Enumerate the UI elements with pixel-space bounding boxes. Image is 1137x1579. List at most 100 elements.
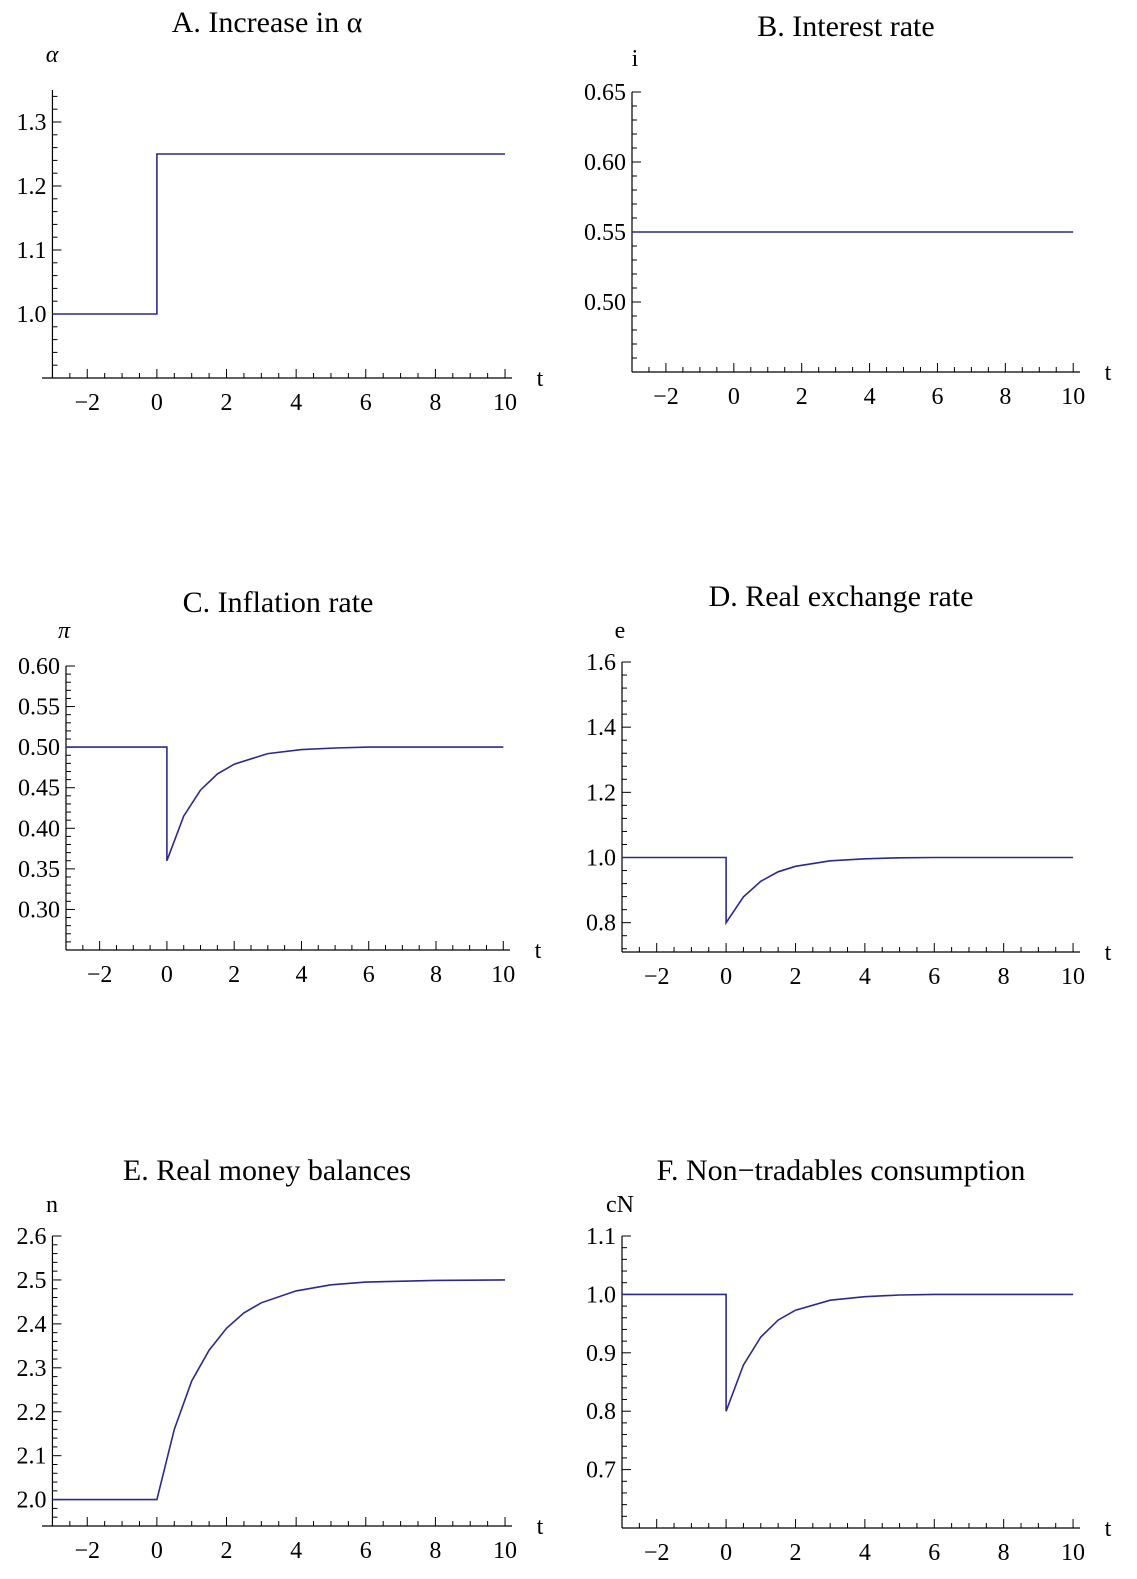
x-tick-label: 4 (859, 1540, 871, 1566)
x-axis-label: t (537, 366, 544, 392)
x-tick-label: 10 (1061, 384, 1085, 410)
x-tick-label: −2 (644, 1540, 670, 1566)
y-tick-label: 0.30 (18, 897, 60, 923)
y-tick-label: 2.4 (16, 1312, 46, 1338)
y-tick-label: 0.50 (18, 735, 60, 761)
x-tick-label: 0 (161, 962, 173, 988)
x-tick-label: 8 (998, 1540, 1010, 1566)
x-tick-label: 10 (493, 390, 517, 416)
y-tick-label: 2.5 (16, 1268, 46, 1294)
x-tick-label: 6 (931, 384, 943, 410)
y-tick-label: 0.8 (586, 1399, 616, 1425)
x-tick-label: 8 (430, 962, 442, 988)
y-tick-label: 2.2 (16, 1400, 46, 1426)
y-axis-label: n (46, 1192, 58, 1218)
y-tick-label: 0.65 (584, 80, 626, 106)
chart-svg: D. Real exchange rate −2 0 2 4 6 8 10 0.8 1.0 1.2 1… (586, 580, 1112, 990)
x-tick-label: −2 (74, 390, 100, 416)
y-tick-label: 1.1 (586, 1224, 616, 1250)
x-axis-label: t (535, 938, 542, 964)
x-tick-label: 8 (429, 1538, 441, 1564)
series-line (52, 1279, 506, 1501)
y-axis-label: e (615, 618, 626, 644)
y-tick-label: 0.8 (586, 911, 616, 937)
x-tick-label: 8 (998, 964, 1010, 990)
x-tick-label: 8 (999, 384, 1011, 410)
y-axis-label: α (46, 42, 59, 68)
x-tick-label: 8 (429, 390, 441, 416)
series-line (52, 153, 505, 315)
y-tick-label: 0.55 (18, 695, 60, 721)
x-axis-label: t (1105, 360, 1112, 386)
y-tick-label: 0.45 (18, 776, 60, 802)
x-tick-label: −2 (653, 384, 679, 410)
x-tick-label: −2 (87, 962, 113, 988)
series-line (622, 1293, 1074, 1412)
y-tick-label: 2.6 (16, 1224, 46, 1250)
x-tick-label: 4 (864, 384, 876, 410)
y-tick-label: 1.6 (586, 650, 616, 676)
x-tick-label: 6 (363, 962, 375, 988)
y-axis-label: cN (606, 1192, 634, 1218)
y-tick-label: 0.9 (586, 1341, 616, 1367)
x-tick-label: 6 (360, 390, 372, 416)
x-tick-label: 2 (789, 1540, 801, 1566)
y-tick-label: 2.3 (16, 1356, 46, 1382)
y-tick-label: 0.50 (584, 290, 626, 316)
y-tick-label: 1.1 (16, 238, 46, 264)
y-tick-label: 0.7 (586, 1458, 616, 1484)
x-axis-label: t (537, 1514, 544, 1540)
x-tick-label: 4 (859, 964, 871, 990)
x-tick-label: 10 (491, 962, 515, 988)
chart-svg: B. Interest rate −2 0 2 4 6 8 10 0.50 0.55 0.60 0.6… (584, 10, 1112, 410)
y-tick-label: 0.35 (18, 857, 60, 883)
x-tick-label: 2 (221, 390, 233, 416)
x-tick-label: −2 (74, 1538, 100, 1564)
y-tick-label: 2.1 (16, 1444, 46, 1470)
chart-svg: E. Real money balances −2 0 2 4 6 8 10 2.0 2.1 2.2… (16, 1154, 544, 1564)
x-tick-label: 2 (789, 964, 801, 990)
x-tick-label: 0 (728, 384, 740, 410)
y-tick-label: 1.0 (586, 1282, 616, 1308)
panel-e: E. Real money balances −2 0 2 4 6 8 10 2.0 2.1 2.2… (0, 1150, 560, 1570)
y-tick-label: 1.2 (586, 780, 616, 806)
x-tick-label: 10 (493, 1538, 517, 1564)
chart-svg: F. Non−tradables consumption −2 0 2 4 6 8 10 0.7… (586, 1154, 1112, 1566)
chart-title: D. Real exchange rate (709, 580, 974, 613)
x-tick-label: 10 (1061, 964, 1085, 990)
series-line (622, 856, 1074, 926)
x-tick-label: 2 (221, 1538, 233, 1564)
chart-title: E. Real money balances (123, 1154, 411, 1187)
y-tick-label: 1.3 (16, 110, 46, 136)
y-tick-label: 2.0 (16, 1488, 46, 1514)
x-tick-label: 4 (290, 1538, 302, 1564)
y-tick-label: 1.4 (586, 715, 616, 741)
y-tick-label: 0.60 (18, 654, 60, 680)
x-tick-label: 4 (290, 390, 302, 416)
chart-svg: C. Inflation rate −2 0 2 4 6 8 10 0.30 0.35 0.40 0.… (18, 586, 542, 988)
y-axis-label: π (58, 618, 71, 644)
chart-svg: A. Increase in α −2 0 2 4 6 8 10 1.0 1.1 1.2 1.3 α t (16, 6, 544, 416)
x-tick-label: 0 (151, 1538, 163, 1564)
panel-f: F. Non−tradables consumption −2 0 2 4 6 8 10 0.7… (570, 1150, 1130, 1570)
panel-d: D. Real exchange rate −2 0 2 4 6 8 10 0.8 1.0 1.2 1… (570, 570, 1130, 990)
chart-title: F. Non−tradables consumption (657, 1154, 1026, 1187)
panel-c: C. Inflation rate −2 0 2 4 6 8 10 0.30 0.35 0.40 0.… (0, 580, 560, 1000)
y-tick-label: 0.40 (18, 816, 60, 842)
series-line (66, 746, 504, 861)
y-tick-label: 1.0 (586, 846, 616, 872)
x-tick-label: 6 (928, 964, 940, 990)
chart-title: A. Increase in α (172, 6, 363, 39)
y-tick-label: 0.55 (584, 220, 626, 246)
chart-title: C. Inflation rate (183, 586, 374, 619)
x-tick-label: 0 (151, 390, 163, 416)
y-tick-label: 0.60 (584, 150, 626, 176)
x-tick-label: 2 (228, 962, 240, 988)
chart-title: B. Interest rate (757, 10, 934, 43)
x-axis-label: t (1105, 1516, 1112, 1542)
x-tick-label: 0 (720, 1540, 732, 1566)
x-tick-label: 10 (1061, 1540, 1085, 1566)
x-tick-label: 4 (295, 962, 307, 988)
panel-a: A. Increase in α −2 0 2 4 6 8 10 1.0 1.1 1.2 1.3 α t (0, 0, 560, 420)
x-tick-label: 2 (796, 384, 808, 410)
